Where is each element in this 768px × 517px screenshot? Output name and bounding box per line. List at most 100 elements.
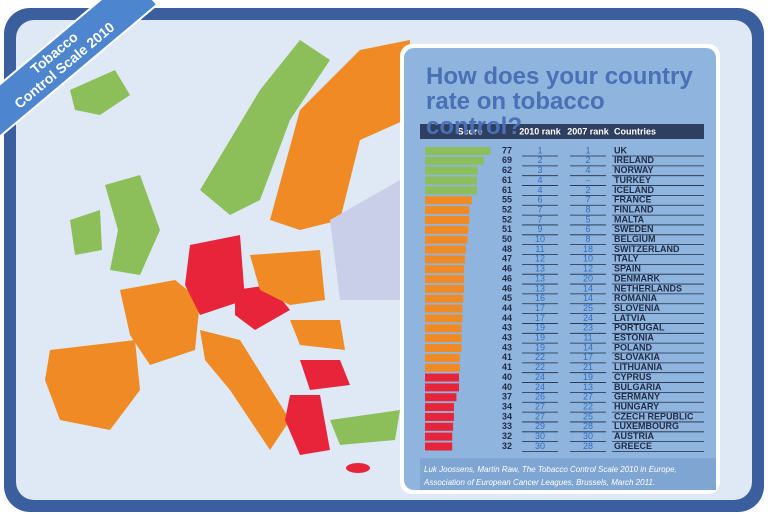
rank-2010: 3 [537, 165, 542, 175]
country-shape [200, 40, 330, 215]
country-label: DENMARK [614, 273, 660, 283]
bar [425, 206, 470, 215]
rank-2010: 11 [535, 244, 544, 254]
country-shape [45, 340, 140, 430]
bar [425, 412, 454, 421]
rank-2007: 2 [585, 185, 590, 195]
country-shape [70, 70, 130, 115]
country-label: HUNGARY [614, 401, 659, 411]
score-label: 52 [502, 214, 512, 224]
rank-2007: 13 [583, 382, 593, 392]
score-label: 62 [502, 165, 512, 175]
bar [425, 156, 484, 165]
country-shape [346, 463, 370, 473]
source-box [420, 458, 716, 490]
country-shape [200, 330, 290, 450]
rank-2010: 22 [535, 352, 545, 362]
rank-2007: 28 [583, 441, 593, 451]
bar [425, 265, 465, 274]
rank-2010: 2 [537, 155, 542, 165]
score-label: 46 [502, 273, 512, 283]
bar [425, 225, 469, 234]
score-label: 52 [502, 204, 512, 214]
rank-2010: 27 [535, 401, 545, 411]
rank-2010: 1 [537, 145, 542, 155]
bar [425, 235, 468, 244]
rank-2007: 1 [585, 145, 590, 155]
source-text: Luk Joossens, Martin Raw, The Tobacco Co… [424, 465, 677, 474]
rank-2010: 13 [535, 264, 545, 274]
country-label: ICELAND [614, 185, 654, 195]
score-label: 43 [502, 342, 512, 352]
country-label: MALTA [614, 214, 645, 224]
rank-2007: 24 [583, 313, 593, 323]
country-label: SPAIN [614, 264, 641, 274]
score-label: 55 [502, 195, 512, 205]
rank-2010: 13 [535, 273, 545, 283]
rank-2007: 30 [583, 431, 593, 441]
country-label: SLOVAKIA [614, 352, 660, 362]
score-label: 50 [502, 234, 512, 244]
bar [425, 166, 478, 175]
rank-2010: 4 [537, 185, 542, 195]
country-label: CYPRUS [614, 372, 652, 382]
bar [425, 294, 464, 303]
rank-2007: 4 [585, 165, 590, 175]
country-shape [330, 180, 400, 300]
country-label: CZECH REPUBLIC [614, 411, 694, 421]
rank-2007: 22 [583, 401, 593, 411]
rank-2007: 8 [585, 234, 590, 244]
country-label: GREECE [614, 441, 652, 451]
bar [425, 334, 462, 343]
rank-2010: 24 [535, 382, 545, 392]
score-label: 69 [502, 155, 512, 165]
country-label: LUXEMBOURG [614, 421, 679, 431]
country-label: POLAND [614, 342, 653, 352]
score-label: 34 [502, 401, 512, 411]
score-label: 43 [502, 333, 512, 343]
country-label: GERMANY [614, 392, 660, 402]
rank-2010: 7 [537, 214, 542, 224]
score-label: 41 [502, 352, 512, 362]
country-label: UK [614, 145, 627, 155]
country-shape [105, 175, 160, 275]
rank-2007: 6 [585, 224, 590, 234]
bar [425, 304, 463, 313]
bar [425, 422, 454, 431]
rank-2007: 25 [583, 411, 593, 421]
country-shape [250, 250, 325, 305]
country-label: BELGIUM [614, 234, 656, 244]
rank-2007: 23 [583, 323, 593, 333]
rank-2010: 9 [537, 224, 542, 234]
country-label: SWEDEN [614, 224, 654, 234]
badge [0, 0, 159, 148]
country-label: TURKEY [614, 175, 651, 185]
score-label: 37 [502, 392, 512, 402]
rank-2007: 28 [583, 421, 593, 431]
rank-2010: 30 [535, 441, 545, 451]
rank-2007: 12 [583, 264, 593, 274]
rank-2010: 19 [535, 342, 545, 352]
country-shape [300, 360, 350, 390]
rank-2007: 14 [583, 283, 593, 293]
column-header: 2007 rank [567, 126, 610, 136]
bar [425, 363, 460, 372]
header-bar [420, 124, 704, 139]
score-label: 41 [502, 362, 512, 372]
bar [425, 324, 462, 333]
rank-2007: 14 [583, 342, 593, 352]
bar [425, 442, 453, 451]
bar [425, 186, 477, 195]
source-text: Association of European Cancer Leagues, … [423, 478, 655, 487]
bar [425, 284, 465, 293]
chart-title: How does your country rate on tobacco co… [426, 63, 693, 140]
bar [425, 196, 472, 205]
score-label: 46 [502, 264, 512, 274]
rank-2010: 29 [535, 421, 545, 431]
score-label: 32 [502, 441, 512, 451]
rank-2007: 18 [583, 244, 593, 254]
score-label: 45 [502, 293, 512, 303]
bar [425, 215, 470, 224]
